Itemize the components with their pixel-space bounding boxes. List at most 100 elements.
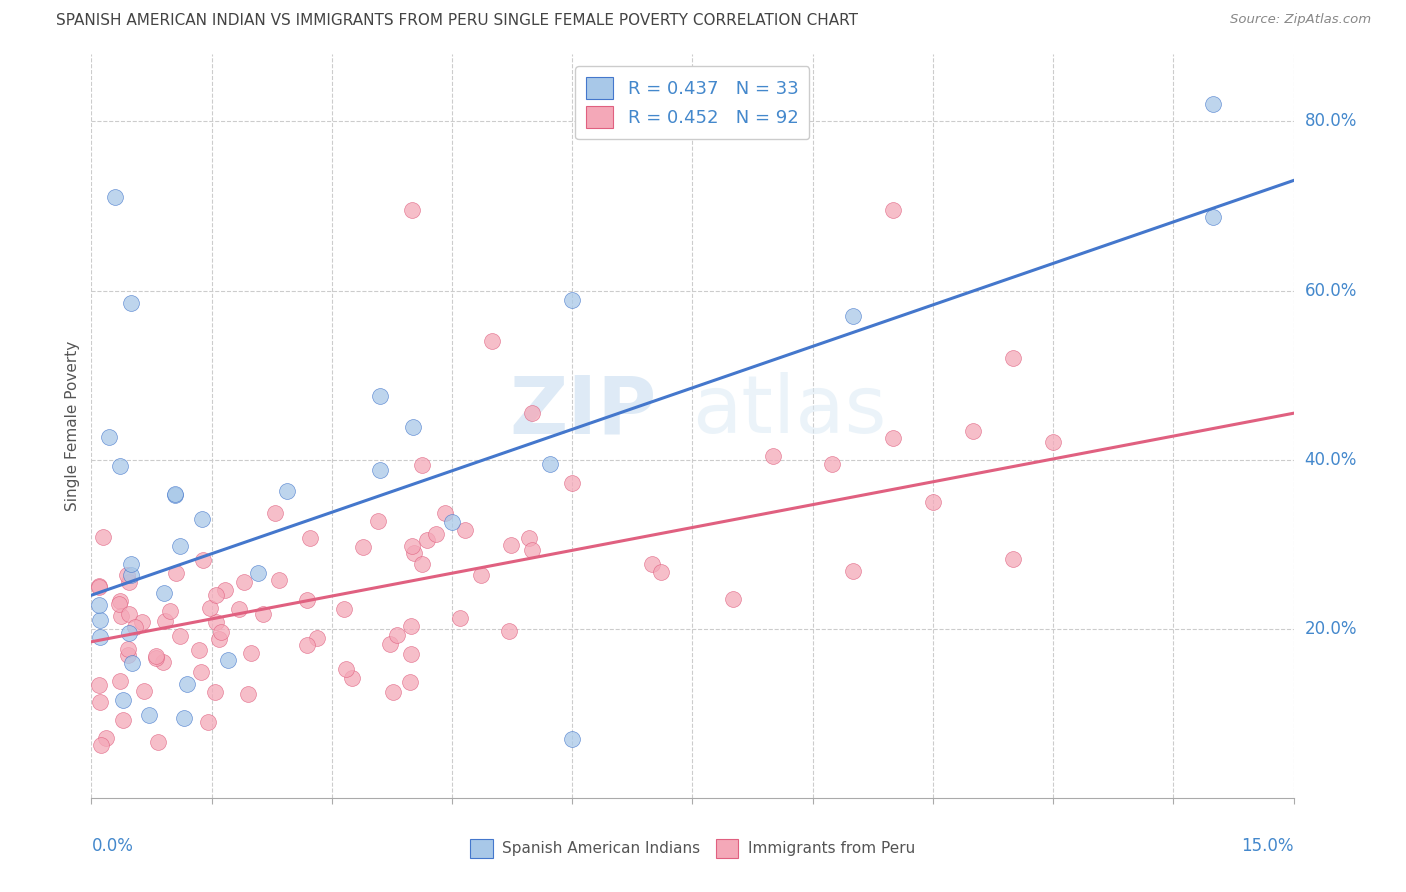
Point bbox=[378, 637, 401, 651]
Point bbox=[94, 731, 117, 745]
Text: 60.0%: 60.0% bbox=[1305, 282, 1357, 300]
Point bbox=[108, 598, 131, 612]
Point bbox=[449, 611, 471, 625]
Point bbox=[89, 613, 111, 627]
Point bbox=[97, 430, 120, 444]
Point bbox=[399, 675, 422, 690]
Point bbox=[517, 531, 540, 545]
Text: 40.0%: 40.0% bbox=[1305, 450, 1357, 469]
Point bbox=[762, 450, 785, 464]
Point bbox=[522, 542, 544, 557]
Point bbox=[561, 732, 583, 747]
Point bbox=[401, 203, 423, 218]
Point bbox=[138, 708, 160, 723]
Point bbox=[169, 629, 191, 643]
Point bbox=[146, 735, 169, 749]
Point bbox=[399, 619, 422, 633]
Point bbox=[433, 507, 456, 521]
Point bbox=[104, 190, 127, 204]
Point bbox=[155, 614, 177, 628]
Point bbox=[367, 514, 389, 528]
Point bbox=[1202, 97, 1225, 112]
Point bbox=[352, 540, 374, 554]
Point bbox=[117, 648, 139, 662]
Point bbox=[89, 598, 111, 612]
Point bbox=[152, 655, 174, 669]
Point bbox=[416, 533, 439, 547]
Point bbox=[721, 592, 744, 607]
Text: atlas: atlas bbox=[692, 372, 887, 450]
Point bbox=[264, 506, 287, 520]
Point bbox=[121, 558, 143, 572]
Point bbox=[962, 424, 984, 438]
Point bbox=[538, 457, 561, 471]
Point bbox=[368, 389, 391, 403]
Point bbox=[401, 539, 423, 553]
Text: 20.0%: 20.0% bbox=[1305, 620, 1357, 638]
Point bbox=[522, 406, 544, 420]
Point bbox=[882, 203, 904, 218]
Point bbox=[1001, 351, 1024, 366]
Point bbox=[841, 564, 863, 578]
Point bbox=[91, 530, 114, 544]
Point bbox=[214, 582, 236, 597]
Point bbox=[193, 553, 215, 567]
Point bbox=[404, 546, 426, 560]
Point bbox=[882, 431, 904, 445]
Point bbox=[89, 695, 111, 709]
Point bbox=[200, 600, 222, 615]
Point bbox=[1001, 552, 1024, 566]
Point bbox=[131, 615, 153, 629]
Point bbox=[90, 738, 112, 752]
Text: 15.0%: 15.0% bbox=[1241, 838, 1294, 855]
Text: SPANISH AMERICAN INDIAN VS IMMIGRANTS FROM PERU SINGLE FEMALE POVERTY CORRELATIO: SPANISH AMERICAN INDIAN VS IMMIGRANTS FR… bbox=[56, 13, 858, 29]
Point bbox=[411, 458, 433, 473]
Point bbox=[121, 656, 143, 670]
Point bbox=[152, 585, 174, 599]
Point bbox=[305, 631, 328, 645]
Point bbox=[108, 674, 131, 689]
Point bbox=[228, 601, 250, 615]
Point bbox=[498, 624, 520, 638]
Point bbox=[132, 683, 155, 698]
Point bbox=[197, 714, 219, 729]
Point bbox=[145, 650, 167, 665]
Point bbox=[333, 602, 356, 616]
Point bbox=[841, 309, 863, 323]
Point bbox=[454, 524, 477, 538]
Text: 80.0%: 80.0% bbox=[1305, 112, 1357, 130]
Point bbox=[145, 648, 167, 663]
Point bbox=[295, 593, 318, 607]
Point bbox=[276, 484, 298, 499]
Point bbox=[117, 575, 139, 590]
Text: Source: ZipAtlas.com: Source: ZipAtlas.com bbox=[1230, 13, 1371, 27]
Point bbox=[247, 566, 270, 580]
Point bbox=[641, 558, 664, 572]
Point bbox=[205, 589, 228, 603]
Point bbox=[295, 639, 318, 653]
Point bbox=[117, 642, 139, 657]
Point bbox=[205, 615, 228, 630]
Point bbox=[382, 685, 405, 699]
Point bbox=[252, 607, 274, 622]
Point bbox=[173, 711, 195, 725]
Point bbox=[190, 665, 212, 679]
Y-axis label: Single Female Poverty: Single Female Poverty bbox=[65, 341, 80, 511]
Point bbox=[163, 488, 186, 502]
Text: 0.0%: 0.0% bbox=[91, 838, 134, 855]
Point bbox=[425, 527, 447, 541]
Point bbox=[232, 574, 254, 589]
Point bbox=[820, 458, 842, 472]
Text: ZIP: ZIP bbox=[509, 372, 657, 450]
Point bbox=[111, 693, 134, 707]
Point bbox=[169, 539, 191, 553]
Point bbox=[470, 568, 492, 582]
Point bbox=[121, 567, 143, 582]
Point bbox=[342, 671, 364, 685]
Point bbox=[117, 607, 139, 621]
Point bbox=[208, 632, 231, 646]
Point bbox=[163, 487, 186, 501]
Point bbox=[399, 647, 422, 661]
Point bbox=[190, 511, 212, 525]
Point bbox=[240, 646, 263, 660]
